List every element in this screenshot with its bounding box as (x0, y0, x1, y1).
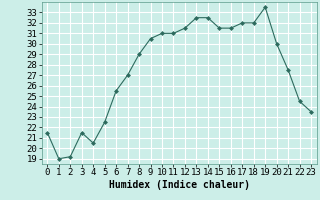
X-axis label: Humidex (Indice chaleur): Humidex (Indice chaleur) (109, 180, 250, 190)
